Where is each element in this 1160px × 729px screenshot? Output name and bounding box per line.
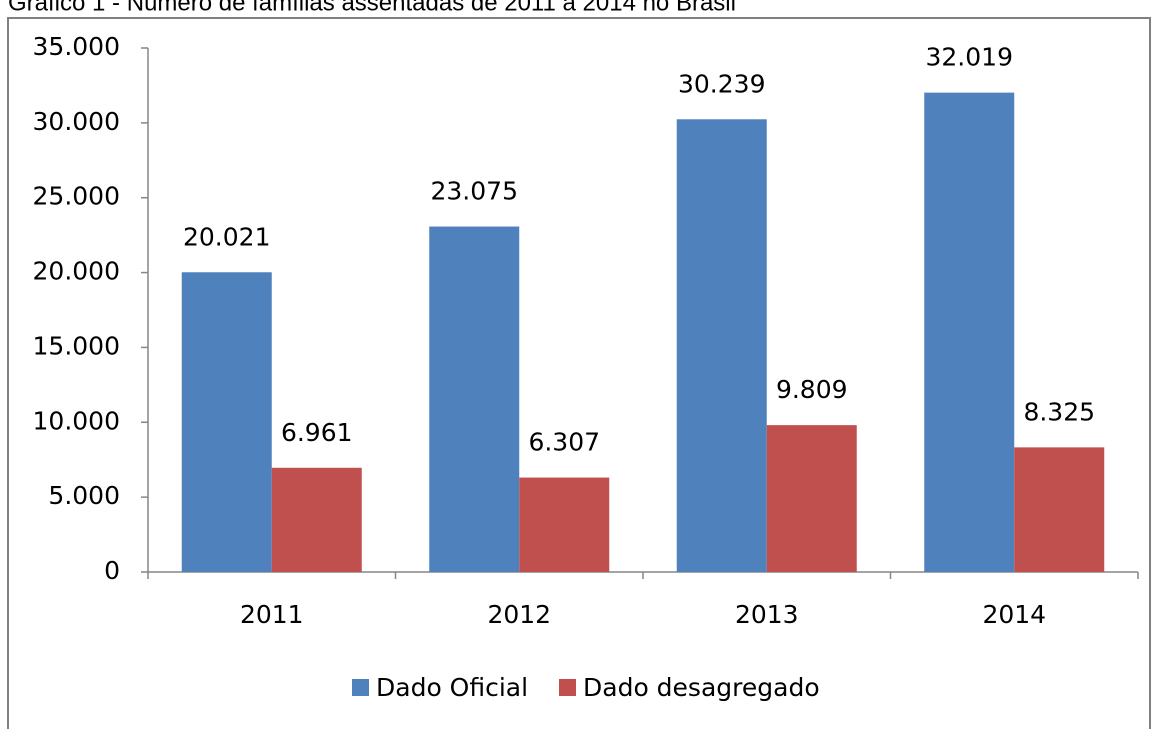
y-tick-label: 5.000 <box>48 481 120 510</box>
x-tick-label: 2013 <box>735 600 799 629</box>
data-label: 6.307 <box>528 428 600 457</box>
legend-label: Dado Oficial <box>376 673 528 702</box>
bar <box>1014 447 1105 572</box>
y-tick-label: 10.000 <box>33 406 120 435</box>
data-label: 20.021 <box>183 222 270 251</box>
chart-frame <box>7 17 1151 729</box>
bar <box>429 226 520 572</box>
y-tick-label: 20.000 <box>33 257 120 286</box>
y-tick-label: 0 <box>104 556 120 585</box>
y-tick-label: 25.000 <box>33 182 120 211</box>
y-tick-label: 35.000 <box>33 32 120 61</box>
x-tick-label: 2011 <box>240 600 304 629</box>
bar <box>766 425 857 572</box>
bar <box>519 477 610 572</box>
x-tick-label: 2012 <box>487 600 551 629</box>
data-label: 6.961 <box>281 418 353 447</box>
bar <box>271 467 362 572</box>
data-label: 32.019 <box>926 43 1013 72</box>
y-tick-label: 15.000 <box>33 331 120 360</box>
data-label: 8.325 <box>1023 397 1095 426</box>
bar <box>676 119 767 573</box>
legend-swatch <box>559 679 576 696</box>
chart-title: Gráfico 1 - Número de famílias assentada… <box>8 0 736 16</box>
x-tick-label: 2014 <box>982 600 1046 629</box>
legend-swatch <box>352 679 369 696</box>
data-label: 23.075 <box>431 177 518 206</box>
y-tick-label: 30.000 <box>33 107 120 136</box>
legend-label: Dado desagregado <box>583 673 820 702</box>
bar <box>924 92 1015 573</box>
data-label: 30.239 <box>678 69 765 98</box>
data-label: 9.809 <box>776 375 848 404</box>
bar <box>181 272 272 572</box>
